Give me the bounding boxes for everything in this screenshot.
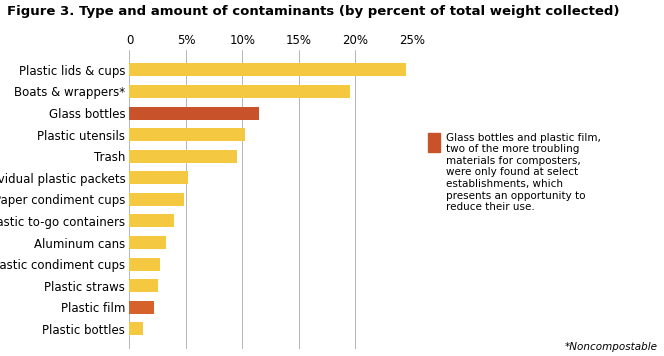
Bar	[129, 171, 188, 184]
Bar	[129, 301, 154, 314]
Bar	[129, 258, 160, 271]
Bar	[129, 150, 237, 163]
Bar	[129, 236, 165, 249]
Bar	[129, 63, 406, 77]
Text: Figure 3. Type and amount of contaminants (by percent of total weight collected): Figure 3. Type and amount of contaminant…	[7, 5, 619, 19]
Bar	[129, 128, 244, 141]
Bar	[129, 322, 143, 335]
Bar	[129, 85, 350, 98]
Text: *Noncompostable: *Noncompostable	[564, 342, 657, 352]
Bar	[129, 193, 184, 206]
Bar	[129, 214, 173, 227]
Text: Glass bottles and plastic film,
two of the more troubling
materials for composte: Glass bottles and plastic film, two of t…	[446, 133, 600, 212]
Bar	[129, 279, 158, 292]
Bar	[129, 106, 260, 120]
